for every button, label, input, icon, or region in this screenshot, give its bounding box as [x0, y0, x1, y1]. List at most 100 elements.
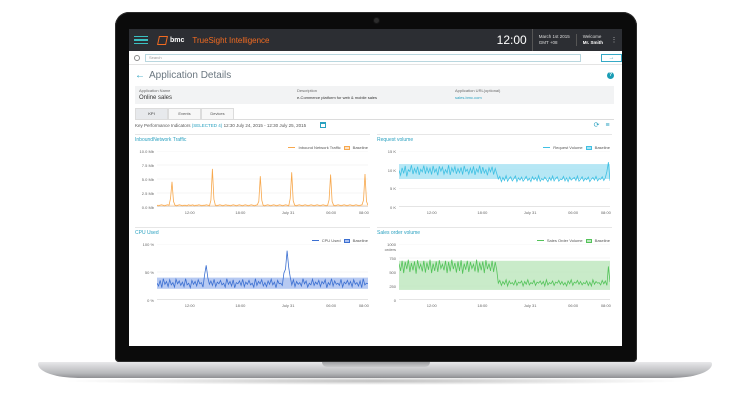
top-bar: bmc TrueSight Intelligence 12:00 March 1…: [129, 29, 622, 51]
tab-kpi[interactable]: KPI: [135, 108, 168, 119]
y-tick-label: 5.0 Mb: [141, 177, 154, 182]
legend-baseline-marker: [585, 238, 592, 243]
x-tick-label: 18:00: [477, 210, 488, 215]
product-name: TrueSight Intelligence: [192, 35, 270, 45]
more-options-icon[interactable]: ⋮: [610, 37, 618, 44]
x-tick-label: 18:00: [235, 303, 246, 308]
lightbulb-icon[interactable]: [134, 54, 140, 61]
chart-legend: CPU Used Baseline: [311, 238, 368, 243]
y-tick-label: 10 K: [387, 167, 396, 173]
laptop-shadow: [60, 377, 690, 385]
kpi-range-text: 12:30 July 24, 2015 - 12:30 July 25, 201…: [223, 123, 307, 128]
y-tick-label: 250: [389, 284, 396, 289]
legend-baseline-label[interactable]: Baseline: [594, 238, 610, 243]
page-header: ← Application Details ?: [129, 67, 622, 83]
chart-title: Sales order volume: [377, 230, 421, 236]
x-tick-label: 08:00: [358, 210, 369, 215]
laptop-base: [38, 362, 712, 378]
legend-baseline-marker: [585, 145, 592, 150]
series-line: [157, 250, 368, 290]
chart-panel-2: Request volume Request Volume Baseline 15 K…: [377, 134, 612, 222]
chart-title: Request volume: [377, 137, 414, 143]
legend-series-label[interactable]: Sales Order Volume: [546, 238, 583, 243]
chart-legend: Inbound Network Traffic Baseline: [288, 145, 368, 150]
chart-panel-4: Sales order volume Sales Order Volume Base…: [377, 227, 612, 315]
timezone-line: GMT +08: [538, 40, 558, 45]
x-tick-label: 06:00: [326, 303, 337, 308]
tab-devices[interactable]: Devices: [201, 108, 234, 119]
page-title: Application Details: [149, 69, 232, 81]
back-arrow-icon[interactable]: ←: [135, 69, 145, 81]
list-view-icon[interactable]: ≡: [605, 122, 610, 129]
app-name-label: Application Name: [139, 88, 171, 93]
y-tick-label: 750: [389, 256, 396, 261]
app-name-value: Online sales: [139, 95, 173, 101]
plot-area: [399, 244, 610, 300]
help-icon[interactable]: ?: [607, 71, 614, 79]
chart-title: InboundNetwork Traffic: [135, 137, 187, 143]
kpi-range: Key Performance Indicators (SELECTED 4) …: [135, 123, 306, 128]
search-row: Search →: [129, 51, 622, 65]
clock: 12:00: [497, 29, 533, 51]
menu-icon[interactable]: [134, 33, 148, 47]
y-tick-label: 1000 orders: [384, 242, 396, 252]
tab-divider: [135, 119, 614, 120]
x-tick-label: July 31: [281, 303, 295, 308]
legend-baseline-label[interactable]: Baseline: [352, 238, 368, 243]
x-tick-label: 18:00: [235, 210, 246, 215]
x-tick-label: 06:00: [568, 303, 579, 308]
calendar-icon[interactable]: [320, 122, 326, 128]
url-link[interactable]: sales.bmc.com: [455, 95, 482, 100]
legend-series-label[interactable]: Inbound Network Traffic: [298, 145, 341, 150]
y-tick-label: 5 K: [389, 186, 396, 192]
chart-panel-1: InboundNetwork Traffic Inbound Network Tr…: [135, 134, 370, 222]
series-line: [399, 162, 610, 183]
x-tick-label: July 31: [523, 303, 537, 308]
legend-baseline-label[interactable]: Baseline: [352, 145, 368, 150]
user-name: Mr. Smith: [582, 40, 603, 45]
chart-plot: [399, 244, 610, 300]
legend-series-marker: [536, 239, 544, 242]
url-label: Application URL(optional): [455, 88, 501, 93]
chart-legend: Sales Order Volume Baseline: [536, 238, 610, 243]
x-tick-label: 08:00: [600, 210, 611, 215]
x-tick-label: 08:00: [600, 303, 611, 308]
y-tick-label: 100 %: [142, 242, 154, 247]
brand-logo-icon: [157, 35, 168, 45]
y-tick-label: 2.5 Mb: [141, 191, 154, 196]
y-tick-label: 0: [393, 298, 396, 303]
welcome-label: Welcome: [582, 34, 602, 39]
kpi-selected[interactable]: (SELECTED 4): [191, 123, 223, 128]
date-display: March 1st 2015 GMT +08: [533, 34, 576, 46]
user-menu[interactable]: Welcome Mr. Smith: [575, 34, 609, 46]
legend-series-label[interactable]: CPU Used: [321, 238, 341, 243]
refresh-icon[interactable]: ⟳: [593, 122, 600, 129]
y-tick-label: 0.0 Mb: [141, 205, 154, 210]
plot-area: [399, 151, 610, 207]
kpi-label: Key Performance Indicators: [135, 123, 191, 128]
brand-name: bmc: [170, 36, 185, 44]
x-tick-label: July 31: [281, 210, 295, 215]
x-tick-label: 12:00: [426, 210, 437, 215]
chart-legend: Request Volume Baseline: [543, 145, 610, 150]
application-info: Application Name Online sales Descriptio…: [135, 86, 614, 104]
plot-area: [157, 151, 368, 207]
y-tick-label: 50 %: [144, 270, 154, 275]
tab-events[interactable]: Events: [168, 108, 201, 119]
legend-series-marker: [543, 146, 551, 149]
y-tick-label: 0 K: [389, 205, 396, 210]
x-tick-label: 08:00: [358, 303, 369, 308]
chart-plot: [157, 244, 368, 300]
x-tick-label: July 31: [523, 210, 537, 215]
legend-baseline-label[interactable]: Baseline: [594, 145, 610, 150]
laptop-notch: [322, 362, 430, 367]
legend-series-marker: [311, 239, 319, 242]
x-tick-label: 12:00: [184, 210, 195, 215]
legend-series-label[interactable]: Request Volume: [553, 145, 583, 150]
description-value: e-Commerce platform for web & mobile sal…: [297, 95, 378, 100]
search-input[interactable]: Search: [144, 53, 582, 62]
y-tick-label: 15 K: [387, 149, 396, 154]
legend-baseline-marker: [343, 145, 350, 150]
description-field: Description e-Commerce platform for web …: [293, 86, 451, 104]
search-go-button[interactable]: →: [601, 53, 622, 62]
